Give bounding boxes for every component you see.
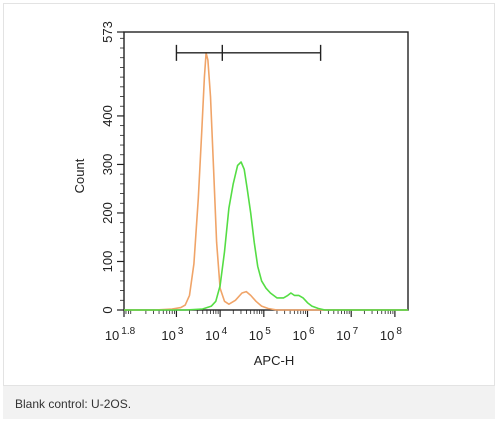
y-tick-label: 400 bbox=[100, 105, 115, 127]
histogram-figure: 0 100 200 300 400 573 10 1.8 10 3 10 4 10 5 10 6 10 7 10 8 A… bbox=[68, 10, 438, 378]
stained-histogram-line bbox=[124, 161, 408, 311]
x-tick-label: 10 8 bbox=[380, 326, 402, 343]
y-tick-label: 300 bbox=[100, 154, 115, 176]
y-tick-label: 0 bbox=[100, 306, 115, 313]
y-tick-label: 573 bbox=[100, 21, 115, 43]
y-axis-label: Count bbox=[72, 158, 87, 193]
histogram-chart: 0 100 200 300 400 573 10 1.8 10 3 10 4 10 5 10 6 10 7 10 8 A… bbox=[72, 21, 409, 368]
x-tick-label: 10 1.8 bbox=[105, 326, 136, 343]
figure-caption: Blank control: U-2OS. bbox=[15, 397, 132, 411]
x-tick-label: 10 6 bbox=[292, 326, 314, 343]
plot-area-border bbox=[123, 31, 409, 311]
x-tick-label: 10 4 bbox=[205, 326, 227, 343]
caption-bar: Blank control: U-2OS. bbox=[3, 385, 495, 419]
control-histogram-line bbox=[124, 52, 408, 311]
x-axis-label: APC-H bbox=[254, 353, 294, 368]
x-tick-label: 10 5 bbox=[249, 326, 271, 343]
y-tick-label: 100 bbox=[100, 251, 115, 273]
x-tick-label: 10 3 bbox=[161, 326, 183, 343]
x-tick-label: 10 7 bbox=[336, 326, 358, 343]
y-tick-label: 200 bbox=[100, 202, 115, 224]
